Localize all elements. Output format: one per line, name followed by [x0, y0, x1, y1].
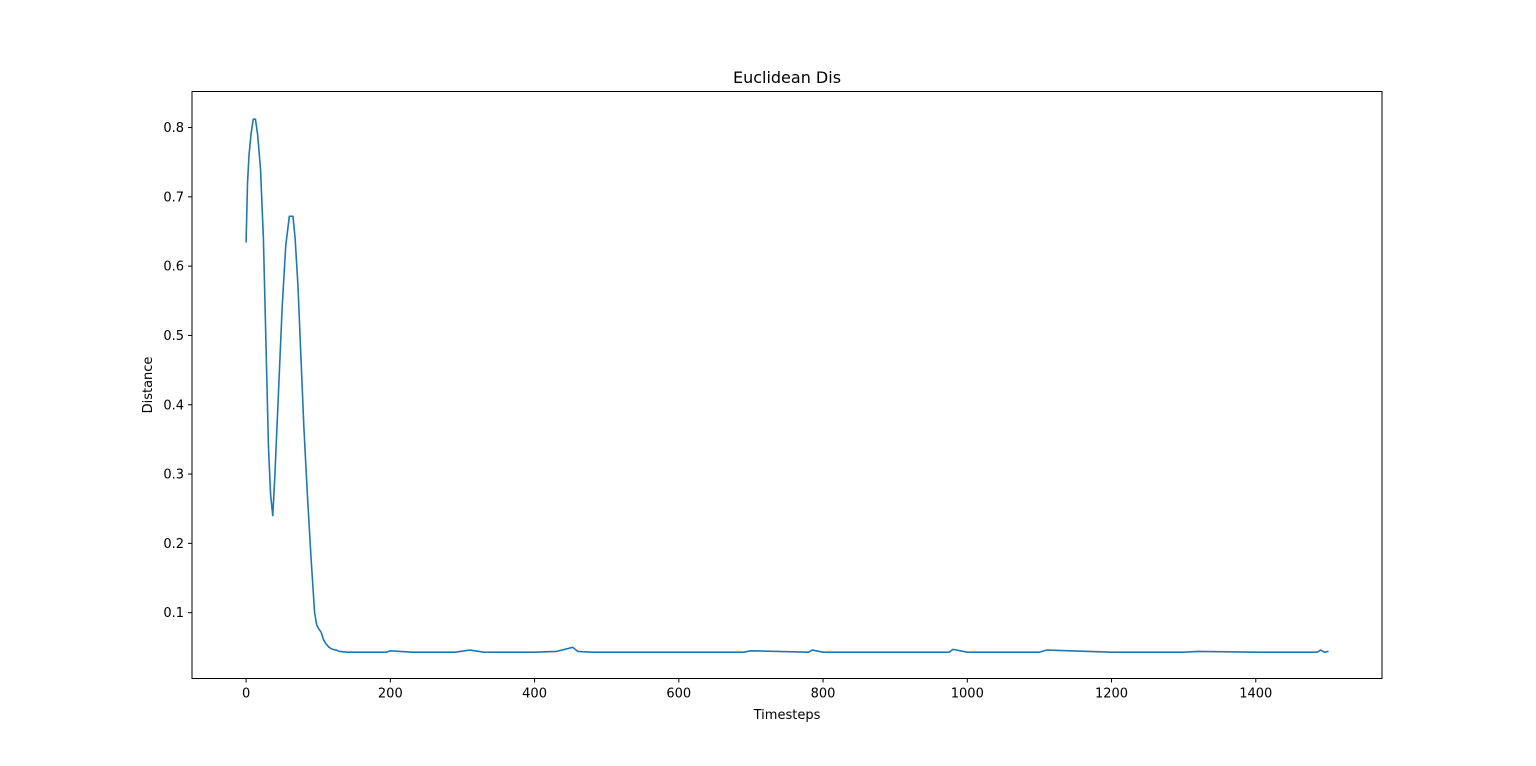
- y-tick-label: 0.5: [163, 329, 184, 344]
- x-tick-label: 1000: [951, 687, 984, 702]
- x-tick-label: 800: [811, 687, 836, 702]
- y-tick-label: 0.7: [163, 190, 184, 205]
- axes-frame: [191, 91, 1383, 679]
- y-tick-label: 0.2: [163, 537, 184, 552]
- chart-title: Euclidean Dis: [733, 68, 841, 87]
- x-tick-label: 600: [666, 687, 691, 702]
- series-line-0: [245, 118, 1329, 653]
- x-tick-label: 1200: [1095, 687, 1128, 702]
- series-layer: [245, 118, 1329, 653]
- y-tick-label: 0.6: [163, 260, 184, 275]
- x-axis-label: Timesteps: [753, 708, 821, 723]
- y-tick-label: 0.3: [163, 468, 184, 483]
- x-tick-label: 200: [378, 687, 403, 702]
- x-tick-label: 400: [522, 687, 547, 702]
- y-tick-label: 0.8: [163, 121, 184, 136]
- x-tick-label: 1400: [1239, 687, 1272, 702]
- x-tick-label: 0: [242, 687, 250, 702]
- y-axis-label: Distance: [141, 357, 156, 414]
- y-axis: 0.1 0.2 0.3 0.4 0.5 0.6 0.7 0.8: [163, 121, 192, 621]
- y-tick-label: 0.4: [163, 398, 184, 413]
- plot-area: [191, 91, 1383, 679]
- x-axis: 0 200 400 600 800 1000 1200 1400: [242, 678, 1272, 702]
- y-tick-label: 0.1: [163, 606, 184, 621]
